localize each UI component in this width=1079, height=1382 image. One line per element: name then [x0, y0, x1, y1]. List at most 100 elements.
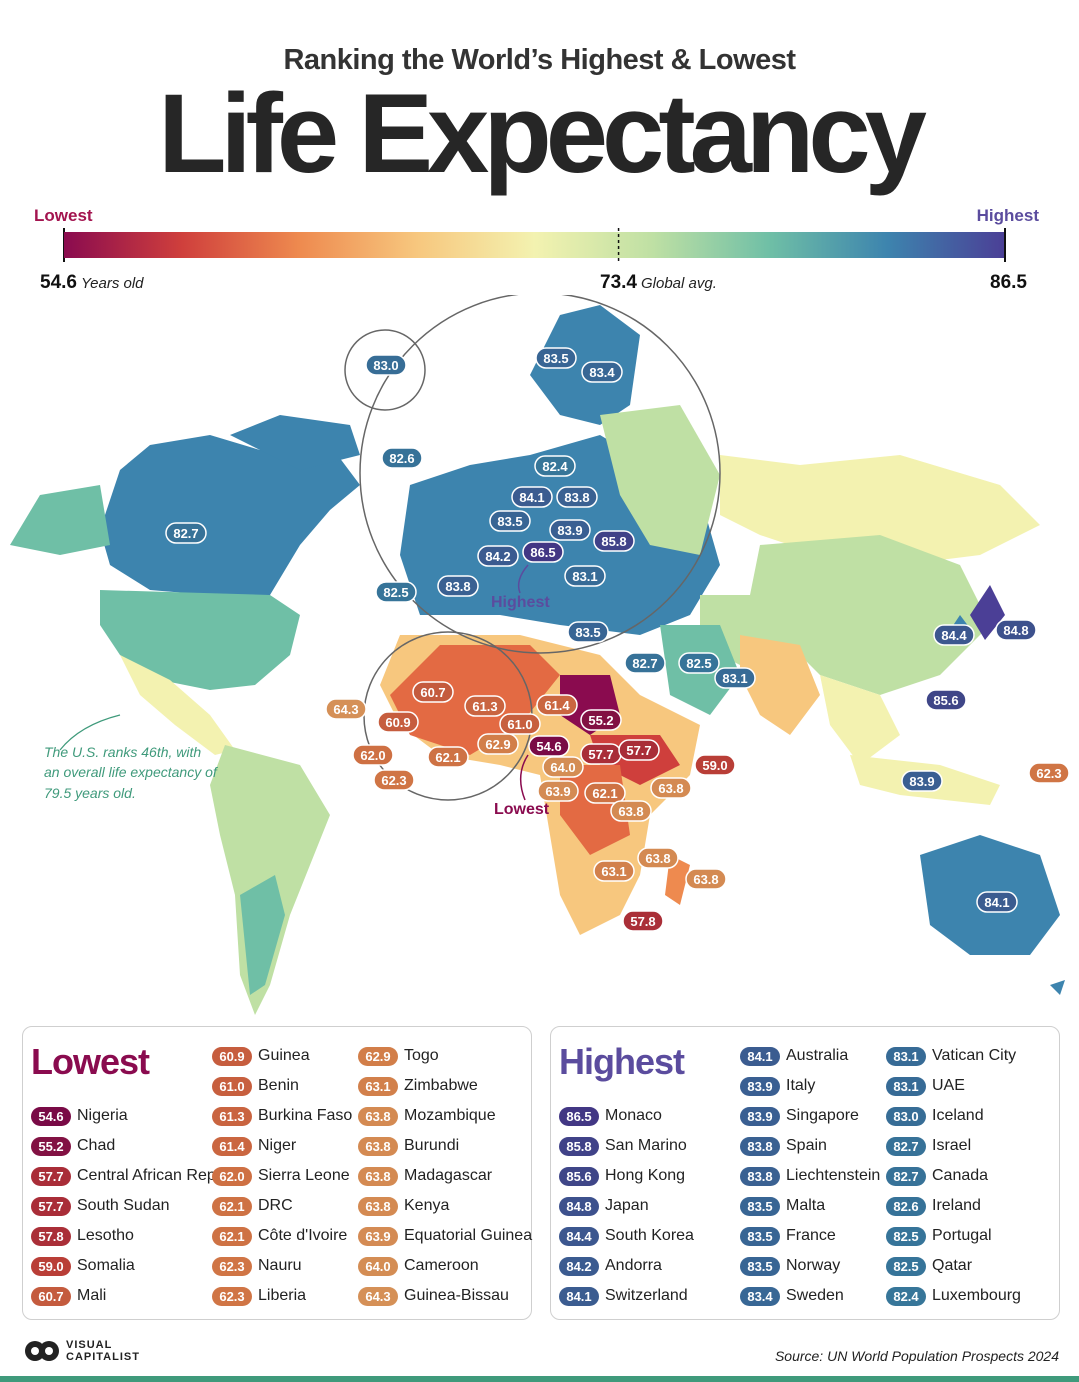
- map-value-text: 64.0: [550, 760, 575, 775]
- country-name: Cameroon: [404, 1257, 479, 1274]
- map-value-pill: 59.0: [694, 754, 736, 776]
- value-pill: 61.0: [212, 1076, 252, 1096]
- value-pill: 83.1: [886, 1046, 926, 1066]
- value-pill: 61.3: [212, 1106, 252, 1126]
- ranking-row: 60.7 Mali: [31, 1285, 106, 1307]
- map-value-text: 84.1: [984, 895, 1009, 910]
- map-value-text: 63.8: [658, 781, 683, 796]
- value-pill: 83.9: [740, 1076, 780, 1096]
- ranking-row: 62.3 Nauru: [212, 1255, 302, 1277]
- country-name: Guinea: [258, 1047, 310, 1064]
- country-name: Japan: [605, 1197, 649, 1214]
- map-value-text: 83.0: [373, 358, 398, 373]
- country-name: Monaco: [605, 1107, 662, 1124]
- country-name: Somalia: [77, 1257, 135, 1274]
- ranking-row: 63.8 Mozambique: [358, 1105, 496, 1127]
- country-name: Togo: [404, 1047, 439, 1064]
- value-pill: 83.0: [886, 1106, 926, 1126]
- ranking-row: 85.8 San Marino: [559, 1135, 687, 1157]
- country-name: Andorra: [605, 1257, 662, 1274]
- map-value-text: 86.5: [530, 545, 555, 560]
- value-pill: 62.3: [212, 1286, 252, 1306]
- value-pill: 63.8: [358, 1166, 398, 1186]
- map-value-pill: 60.7: [412, 681, 454, 703]
- ranking-row: 63.8 Burundi: [358, 1135, 459, 1157]
- value-pill: 61.4: [212, 1136, 252, 1156]
- value-pill: 84.4: [559, 1226, 599, 1246]
- value-pill: 86.5: [559, 1106, 599, 1126]
- country-name: Luxembourg: [932, 1287, 1021, 1304]
- map-value-pill: 62.0: [352, 744, 394, 766]
- map-value-pill: 63.1: [593, 860, 635, 882]
- map-value-pill: 82.7: [165, 522, 207, 544]
- value-pill: 62.9: [358, 1046, 398, 1066]
- map-value-pill: 83.5: [535, 347, 577, 369]
- map-value-text: 60.9: [385, 715, 410, 730]
- ranking-row: 84.1 Australia: [740, 1045, 848, 1067]
- usa-shape: [100, 590, 300, 690]
- country-name: Equatorial Guinea: [404, 1227, 533, 1244]
- map-value-pill: 62.1: [584, 782, 626, 804]
- ranking-row: 82.4 Luxembourg: [886, 1285, 1021, 1307]
- ranking-row: 83.4 Sweden: [740, 1285, 844, 1307]
- source-note: Source: UN World Population Prospects 20…: [774, 1348, 1059, 1364]
- map-value-text: 82.4: [542, 459, 568, 474]
- map-value-text: 62.1: [592, 786, 617, 801]
- highest-arrow: [517, 564, 529, 594]
- ranking-row: 83.1 UAE: [886, 1075, 965, 1097]
- ranking-row: 83.9 Singapore: [740, 1105, 859, 1127]
- ranking-row: 57.7 Central African Rep: [31, 1165, 216, 1187]
- map-value-text: 82.5: [383, 585, 408, 600]
- map-value-pill: 83.1: [564, 565, 606, 587]
- map-value-text: 63.9: [545, 784, 570, 799]
- ranking-row: 61.3 Burkina Faso: [212, 1105, 352, 1127]
- country-name: Nigeria: [77, 1107, 128, 1124]
- value-pill: 57.7: [31, 1166, 71, 1186]
- map-value-pill: 57.7: [580, 743, 622, 765]
- eastern-europe-shape: [600, 405, 720, 555]
- country-name: Portugal: [932, 1227, 992, 1244]
- world-map: 83.0 83.5 83.4 82.6 82.4 84.1 83.8 83.5 83.9 85.8…: [10, 295, 1070, 1015]
- country-name: Hong Kong: [605, 1167, 686, 1184]
- bottom-accent-bar: [0, 1376, 1079, 1382]
- japan-shape: [970, 585, 1005, 640]
- map-value-text: 57.7: [626, 743, 651, 758]
- map-value-text: 63.8: [693, 872, 718, 887]
- country-name: South Korea: [605, 1227, 694, 1244]
- ranking-row: 84.8 Japan: [559, 1195, 649, 1217]
- iceland-zoom-circle: [344, 329, 426, 411]
- value-pill: 83.5: [740, 1226, 780, 1246]
- country-name: Ireland: [932, 1197, 981, 1214]
- map-value-text: 57.7: [588, 747, 613, 762]
- map-value-text: 62.9: [485, 737, 510, 752]
- russia-shape: [720, 455, 1040, 565]
- country-name: Sierra Leone: [258, 1167, 350, 1184]
- country-name: South Sudan: [77, 1197, 170, 1214]
- country-name: Singapore: [786, 1107, 859, 1124]
- country-name: Sweden: [786, 1287, 844, 1304]
- country-name: DRC: [258, 1197, 293, 1214]
- country-name: Benin: [258, 1077, 299, 1094]
- ranking-row: 54.6 Nigeria: [31, 1105, 128, 1127]
- logo-line1: VISUAL: [66, 1338, 113, 1351]
- map-value-text: 84.8: [1003, 623, 1028, 638]
- map-value-text: 83.4: [589, 365, 615, 380]
- logo-icon: [25, 1341, 59, 1361]
- lowest-callout: Lowest: [494, 801, 550, 818]
- map-value-pill: 84.1: [511, 486, 553, 508]
- ranking-row: 82.5 Portugal: [886, 1225, 992, 1247]
- lowest-panel: Lowest 54.6 Nigeria 55.2 Chad 57.7 Central Af…: [22, 1026, 532, 1320]
- color-scale-bar: [63, 228, 1006, 262]
- visual-capitalist-logo: VISUAL CAPITALIST: [24, 1336, 140, 1366]
- map-value-pill: 63.8: [637, 847, 679, 869]
- value-pill: 62.3: [212, 1256, 252, 1276]
- map-value-text: 63.8: [645, 851, 670, 866]
- value-pill: 63.1: [358, 1076, 398, 1096]
- ranking-row: 84.2 Andorra: [559, 1255, 662, 1277]
- map-value-pill: 64.3: [325, 698, 367, 720]
- country-name: France: [786, 1227, 836, 1244]
- map-value-pill: 83.1: [714, 667, 756, 689]
- scale-max: 86.5: [990, 272, 1027, 294]
- map-value-text: 59.0: [702, 758, 727, 773]
- country-name: Australia: [786, 1047, 849, 1064]
